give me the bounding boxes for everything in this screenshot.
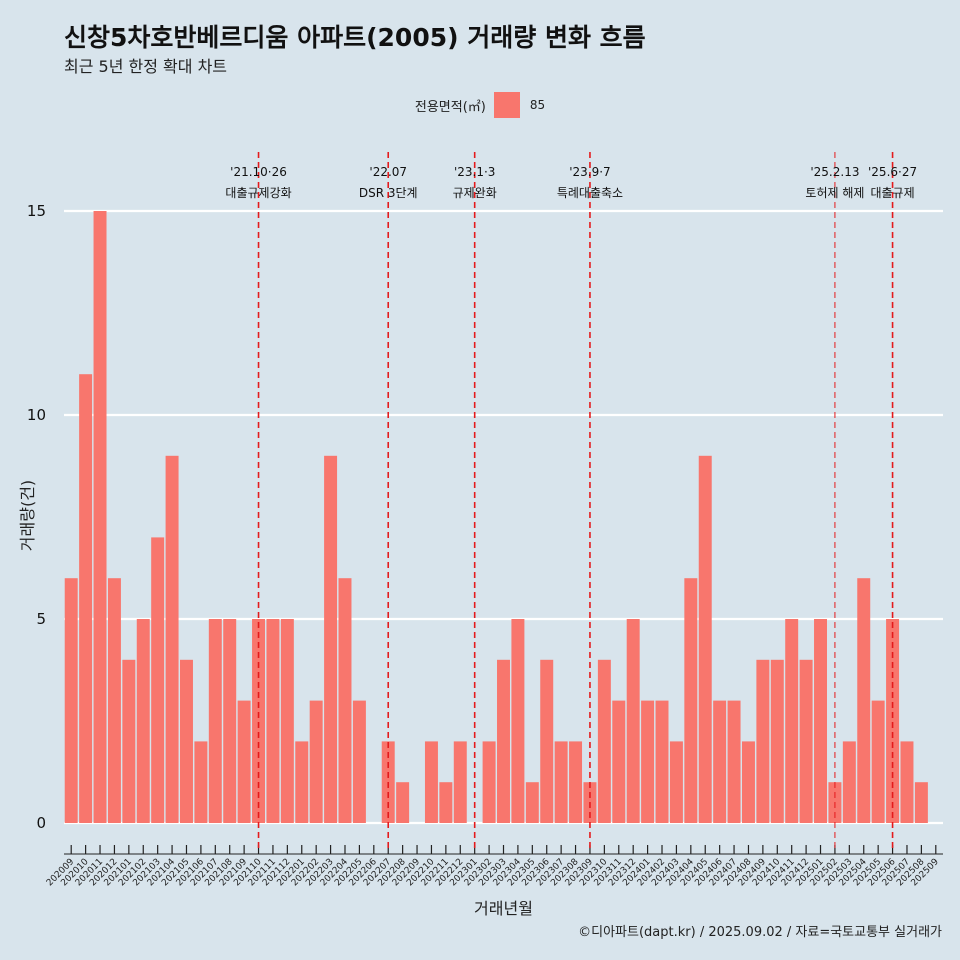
- bar: [799, 659, 813, 823]
- bar: [223, 619, 237, 823]
- bar: [569, 741, 583, 823]
- bar: [179, 659, 193, 823]
- bar: [525, 782, 539, 823]
- bar: [309, 700, 323, 823]
- event-date-label: '25.2.13: [810, 165, 859, 179]
- event-date-label: '21.10·26: [230, 165, 287, 179]
- bar: [165, 455, 179, 823]
- event-label: 특례대출축소: [557, 186, 623, 200]
- bar: [424, 741, 438, 823]
- bar: [597, 659, 611, 823]
- bar: [396, 782, 410, 823]
- bar: [482, 741, 496, 823]
- bar: [626, 619, 640, 823]
- chart-title: 신창5차호반베르디움 아파트(2005) 거래량 변화 흐름: [64, 23, 646, 52]
- bar: [871, 700, 885, 823]
- event-label: DSR 3단계: [359, 186, 418, 200]
- bar: [669, 741, 683, 823]
- event-label: 토허제 해제: [805, 186, 864, 200]
- bar: [785, 619, 799, 823]
- legend: 전용면적(㎡) 85: [0, 92, 960, 118]
- bar: [266, 619, 280, 823]
- y-tick-label: 15: [27, 202, 46, 220]
- event-date-label: '23.9·7: [569, 165, 610, 179]
- bar: [842, 741, 856, 823]
- bar: [208, 619, 222, 823]
- source-caption: ©디아파트(dapt.kr) / 2025.09.02 / 자료=국토교통부 실…: [578, 925, 942, 940]
- bar: [914, 782, 928, 823]
- bar: [295, 741, 309, 823]
- legend-title: 전용면적(㎡): [414, 99, 486, 115]
- bar: [684, 578, 698, 823]
- bar: [352, 700, 366, 823]
- event-label: 대출규제: [870, 186, 914, 200]
- bar: [511, 619, 525, 823]
- bar: [151, 537, 165, 823]
- bar: [756, 659, 770, 823]
- y-tick-label: 10: [27, 406, 46, 424]
- bar: [497, 659, 510, 823]
- bar: [237, 700, 251, 823]
- bar: [324, 455, 338, 823]
- bar: [122, 659, 136, 823]
- bar: [64, 578, 78, 823]
- y-tick-label: 0: [36, 814, 46, 832]
- bar: [886, 619, 900, 823]
- bar: [900, 741, 914, 823]
- bar: [252, 619, 266, 823]
- bar: [814, 619, 828, 823]
- bar: [713, 700, 727, 823]
- y-tick-label: 5: [36, 610, 46, 628]
- bar: [641, 700, 655, 823]
- bar: [280, 619, 294, 823]
- event-date-label: '22.07: [369, 165, 407, 179]
- bar: [770, 659, 784, 823]
- bar: [741, 741, 755, 823]
- legend-label: 85: [529, 98, 546, 112]
- legend-color-key: [493, 92, 520, 118]
- chart-subtitle: 최근 5년 한정 확대 차트: [64, 57, 228, 76]
- bar: [107, 578, 121, 823]
- bar: [439, 782, 453, 823]
- bar: [338, 578, 352, 823]
- event-date-label: '25.6·27: [868, 165, 917, 179]
- bar: [857, 578, 871, 823]
- bar: [194, 741, 208, 823]
- bar: [93, 211, 107, 823]
- event-label: 대출규제강화: [225, 186, 291, 200]
- bar: [698, 455, 712, 823]
- bar: [612, 700, 626, 823]
- bar: [136, 619, 150, 823]
- y-axis-title: 거래량(건): [18, 480, 37, 551]
- bar: [540, 659, 554, 823]
- bar: [79, 374, 93, 823]
- event-label: 규제완화: [453, 186, 497, 200]
- bar: [655, 700, 669, 823]
- bar: [453, 741, 467, 823]
- x-axis-title: 거래년월: [474, 899, 533, 918]
- bar: [727, 700, 741, 823]
- event-date-label: '23.1·3: [454, 165, 495, 179]
- bar: [554, 741, 568, 823]
